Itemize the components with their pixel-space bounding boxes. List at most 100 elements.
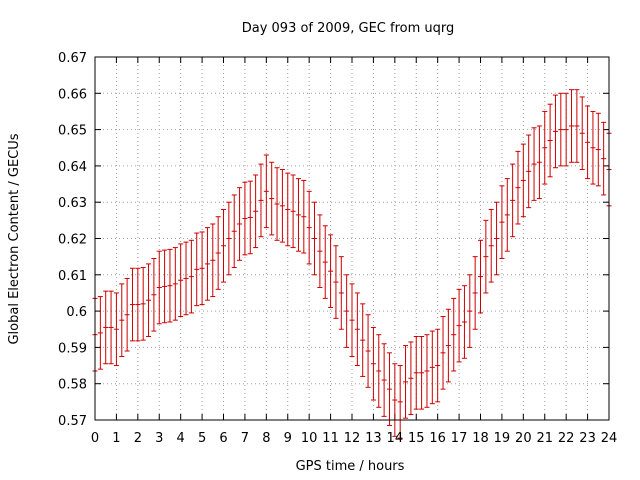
error-bar (526, 134, 532, 209)
error-bar (467, 274, 473, 348)
error-bar (253, 174, 259, 249)
error-bar (585, 105, 591, 180)
error-bar (285, 172, 291, 247)
error-bar (269, 161, 275, 236)
plot-frame (94, 56, 610, 421)
error-bar (601, 121, 607, 196)
error-bar (344, 274, 350, 348)
y-tick-label: 0.66 (58, 87, 87, 102)
error-bar (392, 363, 398, 437)
error-bar (172, 247, 178, 321)
error-bar (247, 180, 253, 255)
error-bar (360, 303, 366, 377)
error-bar (274, 167, 280, 241)
error-bar (124, 277, 130, 352)
error-bar (499, 185, 505, 259)
x-tick-label: 18 (472, 431, 489, 446)
y-tick-label: 0.65 (58, 124, 87, 139)
error-bar (552, 94, 558, 169)
axis-ticks (94, 56, 610, 421)
error-bar (231, 194, 237, 269)
error-bar (547, 103, 553, 178)
error-bar (579, 96, 585, 171)
x-tick-label: 20 (515, 431, 532, 446)
error-bar (97, 296, 103, 370)
error-bar (483, 219, 489, 294)
error-bar (365, 314, 371, 388)
error-bar (429, 330, 435, 405)
error-bar (301, 179, 307, 254)
y-tick-label: 0.6 (66, 305, 87, 320)
x-tick-label: 13 (365, 431, 382, 446)
error-bar (226, 201, 232, 276)
error-bar (322, 225, 328, 299)
error-bar (563, 92, 569, 167)
error-bar (204, 227, 210, 301)
x-tick-label: 3 (155, 431, 163, 446)
error-bar (386, 352, 392, 426)
error-bar (333, 245, 339, 319)
error-bar (478, 239, 483, 314)
x-tick-label: 16 (429, 431, 446, 446)
error-bar (338, 256, 344, 330)
error-bar (146, 263, 152, 338)
x-tick-label: 10 (301, 431, 318, 446)
error-bar (510, 163, 516, 238)
y-tick-label: 0.57 (58, 414, 87, 429)
error-bar (558, 92, 564, 167)
error-bar (119, 283, 125, 357)
x-tick-label: 8 (262, 431, 270, 446)
x-tick-label: 7 (241, 431, 249, 446)
y-tick-label: 0.63 (58, 196, 87, 211)
error-bar (312, 201, 318, 276)
x-tick-label: 4 (177, 431, 185, 446)
error-bar (103, 290, 109, 365)
error-bar (424, 334, 430, 408)
error-bars (92, 89, 612, 439)
error-bar (456, 288, 462, 363)
error-bar (215, 216, 221, 290)
error-bar (590, 110, 596, 185)
error-bar (419, 336, 425, 410)
error-bar (242, 181, 248, 256)
error-bar (376, 334, 382, 408)
error-bar (295, 178, 301, 252)
error-bar (413, 336, 419, 410)
x-axis-label: GPS time / hours (296, 459, 405, 474)
error-bar (263, 154, 269, 229)
error-bar (317, 214, 323, 289)
error-bar (488, 208, 494, 283)
x-tick-label: 12 (344, 431, 361, 446)
tick-labels: 0 1 2 3 4 5 6 7 8 9 10 11 12 13 14 15 16 17 18 19 20 21 22 23 24… (58, 51, 617, 446)
error-bar (574, 89, 580, 163)
error-bar (210, 223, 216, 298)
error-bar (536, 125, 542, 200)
error-bar (140, 267, 146, 341)
x-tick-label: 5 (198, 431, 206, 446)
error-bar (237, 187, 243, 261)
error-bar (178, 243, 184, 318)
error-bar (194, 232, 200, 307)
error-bar (440, 316, 446, 390)
x-tick-label: 0 (91, 431, 99, 446)
x-tick-label: 14 (387, 431, 404, 446)
x-tick-label: 15 (408, 431, 425, 446)
y-tick-label: 0.62 (58, 233, 87, 248)
x-tick-label: 17 (451, 431, 468, 446)
error-bar (397, 365, 403, 439)
error-bar (221, 208, 226, 283)
x-tick-label: 19 (494, 431, 511, 446)
error-bar (520, 143, 526, 218)
chart-title: Day 093 of 2009, GEC from uqrg (242, 21, 455, 36)
error-bar (445, 308, 451, 383)
error-bar (328, 234, 334, 308)
x-tick-label: 22 (558, 431, 575, 446)
error-bar (531, 127, 537, 201)
error-bar (542, 110, 548, 185)
x-tick-label: 24 (601, 431, 618, 446)
x-tick-label: 2 (134, 431, 142, 446)
error-bar (162, 249, 168, 324)
error-bar (129, 267, 135, 342)
error-bar (279, 169, 285, 243)
y-tick-label: 0.59 (58, 341, 87, 356)
